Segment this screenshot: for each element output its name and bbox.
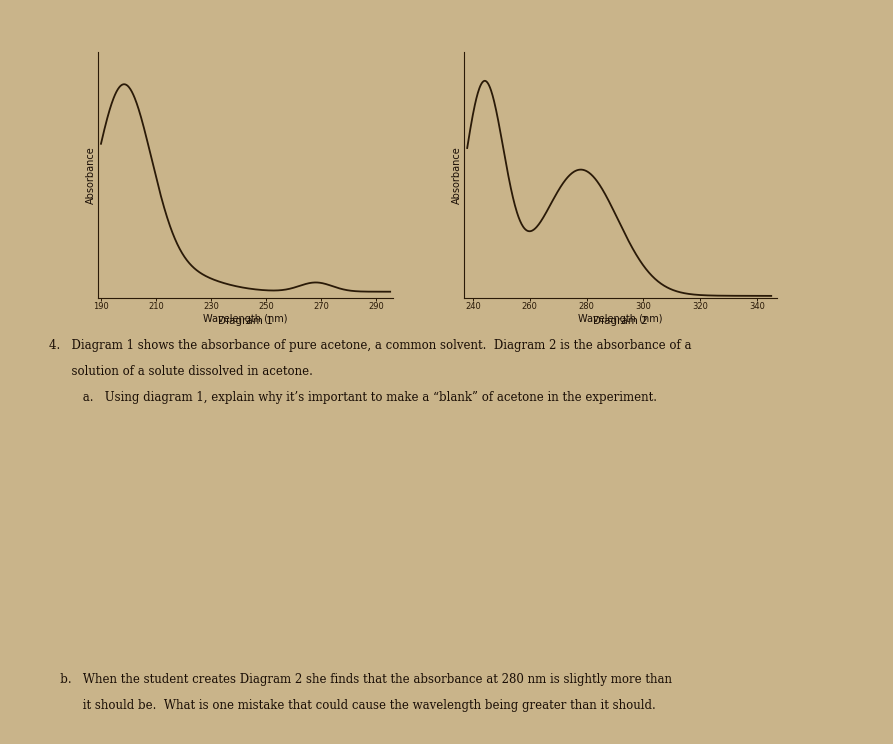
Text: it should be.  What is one mistake that could cause the wavelength being greater: it should be. What is one mistake that c… xyxy=(49,699,655,712)
Text: solution of a solute dissolved in acetone.: solution of a solute dissolved in aceton… xyxy=(49,365,313,377)
Text: a.   Using diagram 1, explain why it’s important to make a “blank” of acetone in: a. Using diagram 1, explain why it’s imp… xyxy=(49,391,657,403)
X-axis label: Wavelength (nm): Wavelength (nm) xyxy=(579,314,663,324)
Text: Diagram 2: Diagram 2 xyxy=(593,316,648,326)
X-axis label: Wavelength (nm): Wavelength (nm) xyxy=(204,314,288,324)
Text: 4.   Diagram 1 shows the absorbance of pure acetone, a common solvent.  Diagram : 4. Diagram 1 shows the absorbance of pur… xyxy=(49,339,691,351)
Text: Diagram 1: Diagram 1 xyxy=(218,316,273,326)
Text: b.   When the student creates Diagram 2 she finds that the absorbance at 280 nm : b. When the student creates Diagram 2 sh… xyxy=(49,673,672,686)
Y-axis label: Absorbance: Absorbance xyxy=(86,146,96,204)
Y-axis label: Absorbance: Absorbance xyxy=(452,146,462,204)
